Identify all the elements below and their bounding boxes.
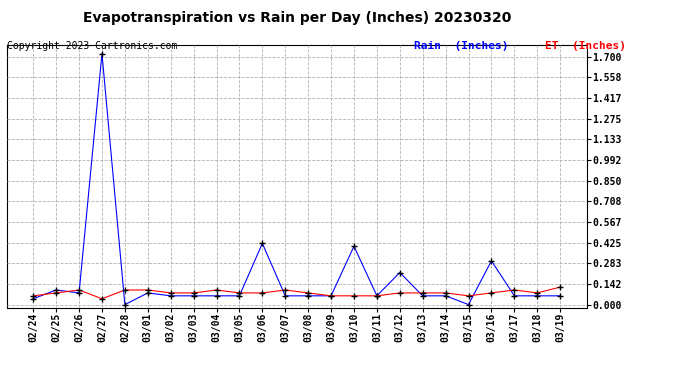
Text: Rain  (Inches): Rain (Inches)	[414, 41, 509, 51]
Text: ET  (Inches): ET (Inches)	[545, 41, 626, 51]
Text: Evapotranspiration vs Rain per Day (Inches) 20230320: Evapotranspiration vs Rain per Day (Inch…	[83, 11, 511, 25]
Text: Copyright 2023 Cartronics.com: Copyright 2023 Cartronics.com	[7, 41, 177, 51]
